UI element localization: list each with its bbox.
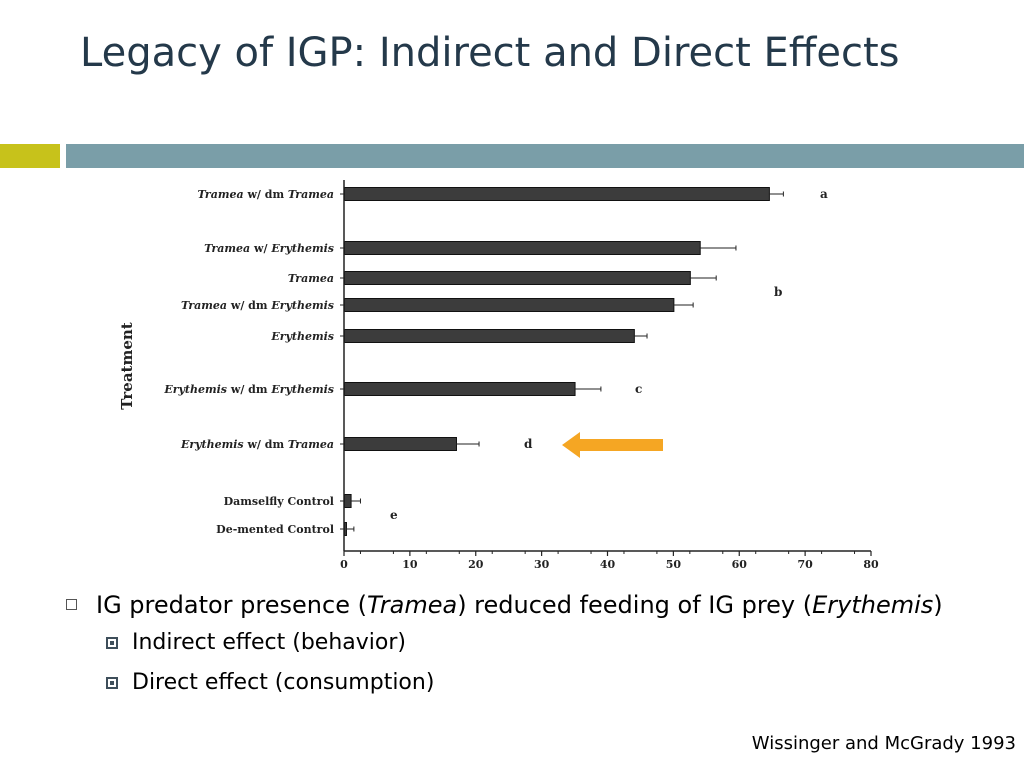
x-tick-label: 60 — [732, 558, 748, 571]
bar — [344, 329, 635, 343]
bullet-main-text-c: ) — [933, 591, 943, 619]
category-label: Erythemis w/ dm Erythemis — [163, 383, 334, 396]
sub-bullet-text: Direct effect (consumption) — [132, 670, 435, 695]
slide-title: Legacy of IGP: Indirect and Direct Effec… — [80, 30, 900, 76]
x-tick-label: 80 — [863, 558, 879, 571]
bars-layer — [344, 187, 784, 536]
bar — [344, 241, 701, 255]
citation: Wissinger and McGrady 1993 — [751, 733, 1016, 754]
bar — [344, 187, 770, 201]
category-label: Tramea w/ dm Erythemis — [181, 299, 334, 312]
category-label: Erythemis — [270, 330, 334, 343]
sub-bullet-direct: Direct effect (consumption) — [60, 664, 960, 702]
category-label: Erythemis w/ dm Tramea — [180, 438, 334, 451]
filled-square-bullet-icon — [106, 637, 118, 649]
category-label: Tramea w/ dm Tramea — [198, 188, 334, 201]
left-arrow-annotation — [562, 432, 663, 458]
category-label: Tramea — [288, 272, 334, 285]
accent-bar-right — [66, 144, 1024, 168]
sub-bullet-indirect: Indirect effect (behavior) — [60, 624, 960, 662]
bar — [344, 437, 457, 451]
x-tick-label: 40 — [600, 558, 616, 571]
category-label: Damselfly Control — [224, 495, 334, 508]
x-tick-label: 10 — [402, 558, 418, 571]
bar — [344, 298, 675, 312]
x-tick-label: 50 — [666, 558, 682, 571]
bar — [344, 494, 352, 508]
square-bullet-icon — [66, 599, 77, 610]
bullet-main-text-a: IG predator presence ( — [96, 591, 367, 619]
category-label: De-mented Control — [216, 523, 334, 536]
group-letter: b — [774, 285, 782, 299]
sub-bullet-text: Indirect effect (behavior) — [132, 630, 406, 655]
category-label: Tramea w/ Erythemis — [204, 242, 334, 255]
x-tick-label: 30 — [534, 558, 550, 571]
bullet-main-italic-b: Erythemis — [812, 591, 934, 619]
bar — [344, 382, 576, 396]
filled-square-bullet-icon — [106, 677, 118, 689]
x-tick-label: 20 — [468, 558, 484, 571]
x-tick-label: 0 — [340, 558, 348, 571]
bar-chart: Tramea w/ dm Tramea Tramea w/ Erythemis Tr… — [118, 180, 879, 571]
bullet-main-text-b: ) reduced feeding of IG prey ( — [457, 591, 813, 619]
accent-bar-left — [0, 144, 60, 168]
group-letter: c — [635, 382, 642, 396]
y-axis-label: Treatment — [118, 322, 136, 409]
bullet-list: IG predator presence (Tramea) reduced fe… — [60, 588, 960, 702]
group-letter: a — [820, 187, 828, 201]
bullet-main: IG predator presence (Tramea) reduced fe… — [60, 588, 960, 622]
x-axis: 0 10 20 30 40 50 60 70 80 — [340, 180, 879, 571]
group-letter: d — [524, 437, 533, 451]
x-tick-label: 70 — [797, 558, 813, 571]
bar — [344, 271, 691, 285]
bullet-main-italic-a: Tramea — [366, 591, 458, 619]
labels-layer: Tramea w/ dm Tramea Tramea w/ Erythemis Tr… — [163, 187, 828, 536]
group-letter: e — [390, 508, 398, 522]
